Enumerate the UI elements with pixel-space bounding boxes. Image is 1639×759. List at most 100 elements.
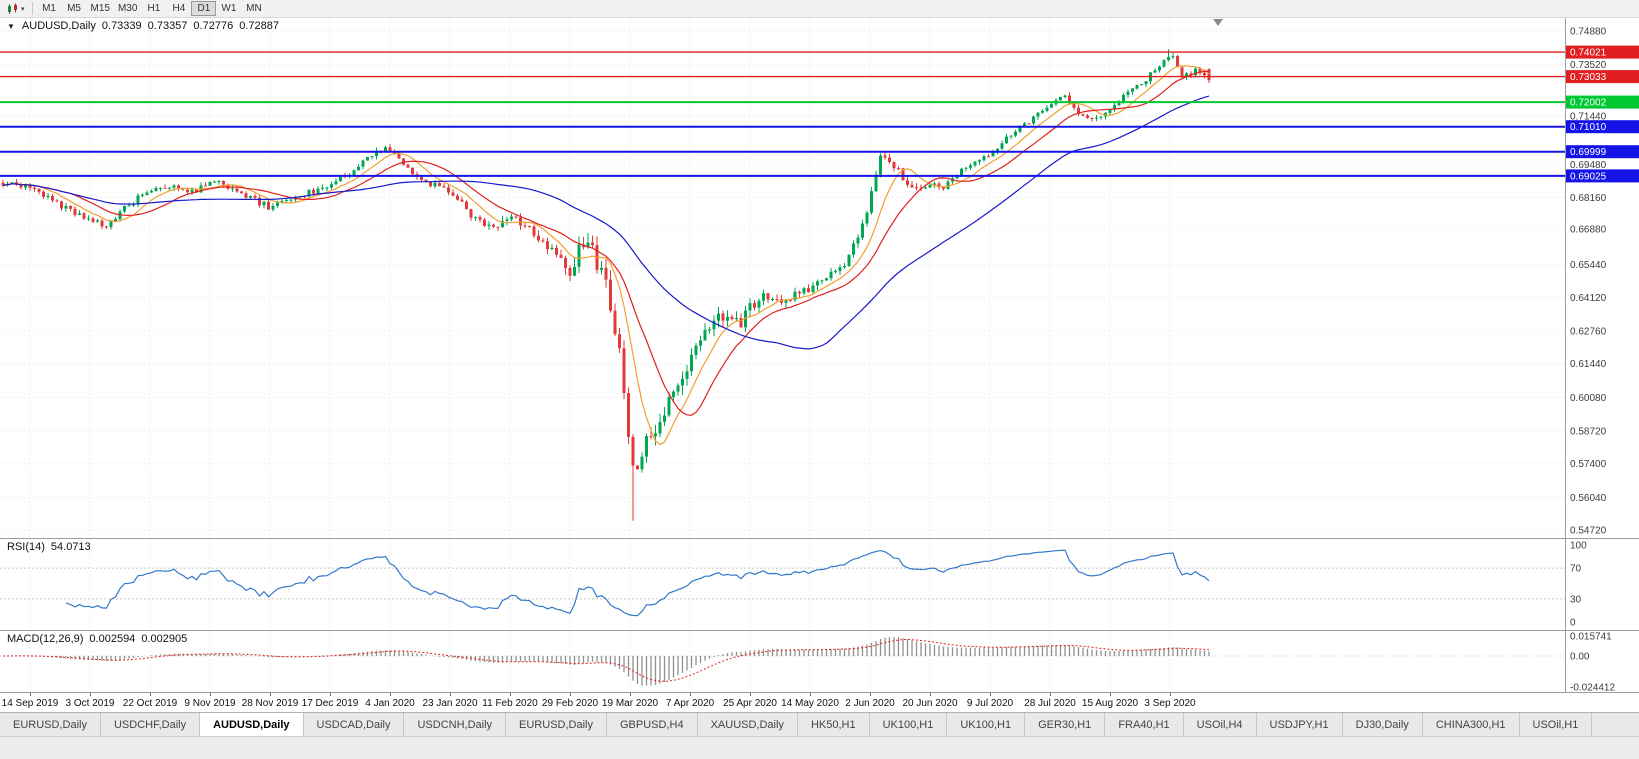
timeframe-button-m15[interactable]: M15 (87, 1, 114, 16)
timeframe-button-h1[interactable]: H1 (141, 1, 166, 16)
chart-tab-0-eurusd-daily[interactable]: EURUSD,Daily (0, 713, 101, 736)
svg-text:70: 70 (1570, 564, 1582, 575)
chart-tab-5-eurusd-daily[interactable]: EURUSD,Daily (506, 713, 607, 736)
rsi-canvas[interactable]: 100 70 30 0 (0, 539, 1639, 630)
grid (0, 18, 1565, 538)
time-label: 11 Feb 2020 (482, 698, 538, 709)
timeframe-button-m1[interactable]: M1 (37, 1, 62, 16)
chart-tab-3-usdcad-daily[interactable]: USDCAD,Daily (303, 713, 405, 736)
ma-16-line (2, 70, 1210, 416)
svg-text:0.73520: 0.73520 (1570, 60, 1607, 71)
price-axis[interactable]: 0.74880 0.73520 0.71440 0.69480 0.68160 0.668… (1570, 26, 1607, 536)
chart-tab-4-usdcnh-daily[interactable]: USDCNH,Daily (404, 713, 507, 736)
rsi-panel: 100 70 30 0 RSI(14) 54.0713 (0, 538, 1639, 630)
svg-text:0: 0 (1570, 618, 1576, 629)
chart-tab-14-usdjpy-h1[interactable]: USDJPY,H1 (1256, 713, 1343, 736)
toolbar-separator (31, 2, 33, 15)
timeframe-button-d1[interactable]: D1 (191, 1, 217, 16)
time-tick (30, 693, 31, 696)
time-axis[interactable]: 14 Sep 2019 3 Oct 2019 22 Oct 2019 9 Nov 20… (0, 692, 1639, 712)
chart-tab-16-china300-h1[interactable]: CHINA300,H1 (1422, 713, 1520, 736)
svg-text:0.69999: 0.69999 (1570, 147, 1607, 158)
price-line-badge: 0.69025 (1566, 169, 1639, 183)
chart-shift-marker[interactable] (1213, 19, 1223, 26)
toolbar: ▾ M1 M5 M15 M30 H1 H4 D1 W1 MN (0, 0, 1639, 18)
time-tick (1050, 693, 1051, 696)
time-label: 9 Nov 2019 (184, 698, 236, 709)
svg-text:-0.024412: -0.024412 (1570, 683, 1615, 693)
time-tick (630, 693, 631, 696)
chart-tab-7-xauusd-daily[interactable]: XAUUSD,Daily (697, 713, 798, 736)
time-label: 7 Apr 2020 (665, 698, 715, 709)
chart-tab-6-gbpusd-h4[interactable]: GBPUSD,H4 (607, 713, 698, 736)
time-tick (570, 693, 571, 696)
time-tick (330, 693, 331, 696)
time-tick (270, 693, 271, 696)
svg-text:0.58720: 0.58720 (1570, 427, 1607, 438)
svg-text:0.015741: 0.015741 (1570, 632, 1612, 643)
chart-tab-13-usoil-h4[interactable]: USOil,H4 (1183, 713, 1257, 736)
chart-tab-2-audusd-daily[interactable]: AUDUSD,Daily (200, 713, 304, 736)
time-tick (90, 693, 91, 696)
chart-tab-17-usoil-h1[interactable]: USOil,H1 (1519, 713, 1593, 736)
time-label: 3 Oct 2019 (65, 698, 115, 709)
chart-tab-10-uk100-h1[interactable]: UK100,H1 (947, 713, 1026, 736)
timeframe-button-m30[interactable]: M30 (114, 1, 141, 16)
svg-text:0.66880: 0.66880 (1570, 225, 1607, 236)
time-label: 9 Jul 2020 (966, 698, 1014, 709)
svg-text:0.65440: 0.65440 (1570, 260, 1607, 271)
time-tick (1170, 693, 1171, 696)
svg-text:0.56040: 0.56040 (1570, 493, 1607, 504)
svg-text:0.68160: 0.68160 (1570, 193, 1607, 204)
price-line-badge: 0.74021 (1566, 45, 1639, 59)
time-tick (390, 693, 391, 696)
price-line-badge: 0.73033 (1566, 70, 1639, 84)
svg-text:100: 100 (1570, 541, 1587, 552)
chart-tab-8-hk50-h1[interactable]: HK50,H1 (797, 713, 870, 736)
time-label: 25 Apr 2020 (723, 698, 777, 709)
chart-cursor-icon[interactable]: ▾ (3, 1, 28, 17)
svg-text:0.72002: 0.72002 (1570, 98, 1607, 109)
svg-text:0.60080: 0.60080 (1570, 393, 1607, 404)
svg-text:0.54720: 0.54720 (1570, 526, 1607, 537)
time-label: 29 Feb 2020 (541, 698, 599, 709)
chart-tabbar: EURUSD,Daily USDCHF,Daily AUDUSD,Daily USDC… (0, 712, 1639, 736)
candlestick-chart-icon (8, 3, 17, 14)
time-tick (990, 693, 991, 696)
svg-text:0.74021: 0.74021 (1570, 48, 1607, 59)
chart-tab-1-usdchf-daily[interactable]: USDCHF,Daily (100, 713, 201, 736)
collapse-chart-button[interactable]: ▼ (7, 21, 15, 31)
time-tick (450, 693, 451, 696)
svg-text:0.64120: 0.64120 (1570, 293, 1607, 304)
time-label: 20 Jun 2020 (902, 698, 958, 709)
svg-text:0.61440: 0.61440 (1570, 359, 1607, 370)
svg-text:0.74880: 0.74880 (1570, 26, 1607, 37)
svg-text:0.57400: 0.57400 (1570, 459, 1607, 470)
ma-45-line (2, 95, 1210, 350)
chart-tab-9-uk100-h1[interactable]: UK100,H1 (869, 713, 948, 736)
time-label: 15 Aug 2020 (1081, 698, 1139, 709)
macd-canvas[interactable]: 0.015741 0.00 -0.024412 (0, 631, 1639, 692)
time-tick (870, 693, 871, 696)
timeframe-button-w1[interactable]: W1 (216, 1, 241, 16)
chart-tab-12-fra40-h1[interactable]: FRA40,H1 (1105, 713, 1184, 736)
main-chart-panel: 0.74880 0.73520 0.71440 0.69480 0.68160 0.668… (0, 18, 1639, 538)
time-label: 22 Oct 2019 (122, 698, 178, 709)
chart-tab-11-ger30-h1[interactable]: GER30,H1 (1025, 713, 1106, 736)
macd-panel: 0.015741 0.00 -0.024412 MACD(12,26,9) 0.00… (0, 630, 1639, 692)
svg-text:30: 30 (1570, 594, 1582, 605)
chart-tab-15-dj30-daily[interactable]: DJ30,Daily (1342, 713, 1423, 736)
timeframe-button-mn[interactable]: MN (241, 1, 266, 16)
price-line-badge: 0.71010 (1566, 120, 1639, 134)
time-label: 2 Jun 2020 (845, 698, 895, 709)
time-label: 3 Sep 2020 (1144, 698, 1196, 709)
time-tick (930, 693, 931, 696)
time-label: 28 Nov 2019 (241, 698, 299, 709)
time-tick (1110, 693, 1111, 696)
price-chart-canvas[interactable]: 0.74880 0.73520 0.71440 0.69480 0.68160 0.668… (0, 18, 1639, 538)
timeframe-button-h4[interactable]: H4 (166, 1, 191, 16)
time-label: 17 Dec 2019 (301, 698, 359, 709)
timeframe-button-m5[interactable]: M5 (62, 1, 87, 16)
time-label: 28 Jul 2020 (1024, 698, 1076, 709)
time-tick (510, 693, 511, 696)
